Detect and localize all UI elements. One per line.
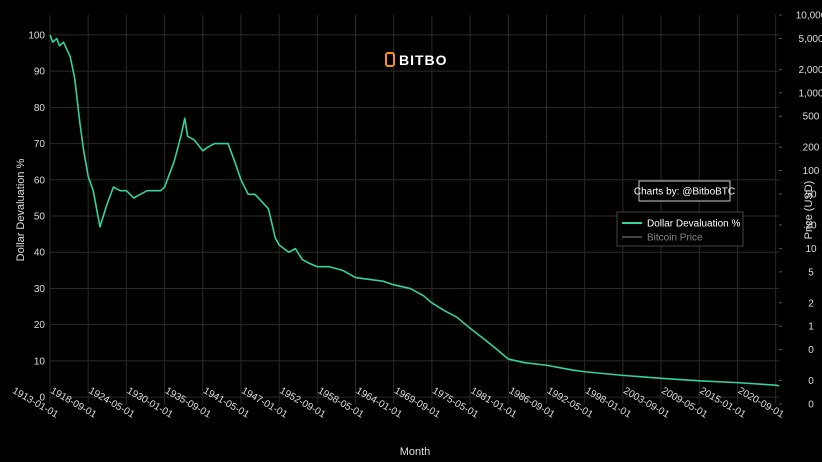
annotation-text: Charts by: @BitboBTC (634, 187, 735, 198)
y2-tick-label: 1 (808, 322, 814, 333)
legend-label: Bitcoin Price (647, 233, 703, 244)
y2-tick-label: 500 (803, 112, 820, 123)
y2-tick-label: 50 (805, 190, 817, 201)
series-line (49, 34, 780, 387)
y2-tick-label: 200 (803, 143, 820, 154)
y-tick-label: 20 (34, 320, 46, 331)
y-tick-label: 50 (34, 212, 46, 223)
y-tick-label: 90 (34, 67, 46, 78)
y-axis-title: Dollar Devaluation % (15, 158, 27, 261)
y-tick-label: 60 (34, 175, 46, 186)
y2-tick-label: 0 (808, 376, 814, 387)
y2-tick-label: 5,000 (798, 34, 822, 45)
y2-axis-title: Price (USD) (803, 181, 815, 240)
y2-tick-label: 20 (805, 220, 817, 231)
y2-tick-label: 2 (808, 298, 814, 309)
y2-tick-label: 100 (803, 166, 820, 177)
y2-tick-label: 0 (808, 345, 814, 356)
grid (49, 15, 779, 404)
y-tick-label: 100 (28, 30, 45, 41)
y2-tick-label: 0 (808, 400, 814, 411)
y2-tick-label: 2,000 (798, 65, 822, 76)
y-tick-label: 40 (34, 248, 46, 259)
x-axis-title: Month (400, 446, 431, 458)
y2-tick-label: 5 (808, 267, 814, 278)
y-tick-label: 0 (39, 393, 45, 404)
logo: BITBO (385, 52, 448, 68)
logo-text: BITBO (399, 52, 448, 68)
y-tick-label: 80 (34, 103, 46, 114)
y-tick-label: 30 (34, 284, 46, 295)
legend-box (616, 211, 744, 247)
y-tick-label: 10 (34, 356, 46, 367)
y2-tick-label: 1,000 (798, 88, 822, 99)
legend-label: Dollar Devaluation % (647, 219, 740, 230)
logo-icon (385, 52, 395, 67)
annotation: Charts by: @BitboBTC (634, 180, 735, 202)
y2-tick-label: 10,000 (796, 11, 822, 22)
legend: Dollar Devaluation % Bitcoin Price (616, 211, 744, 247)
y2-tick-label: 10 (805, 244, 817, 255)
y-tick-label: 70 (34, 139, 46, 150)
annotation-box (638, 180, 731, 202)
